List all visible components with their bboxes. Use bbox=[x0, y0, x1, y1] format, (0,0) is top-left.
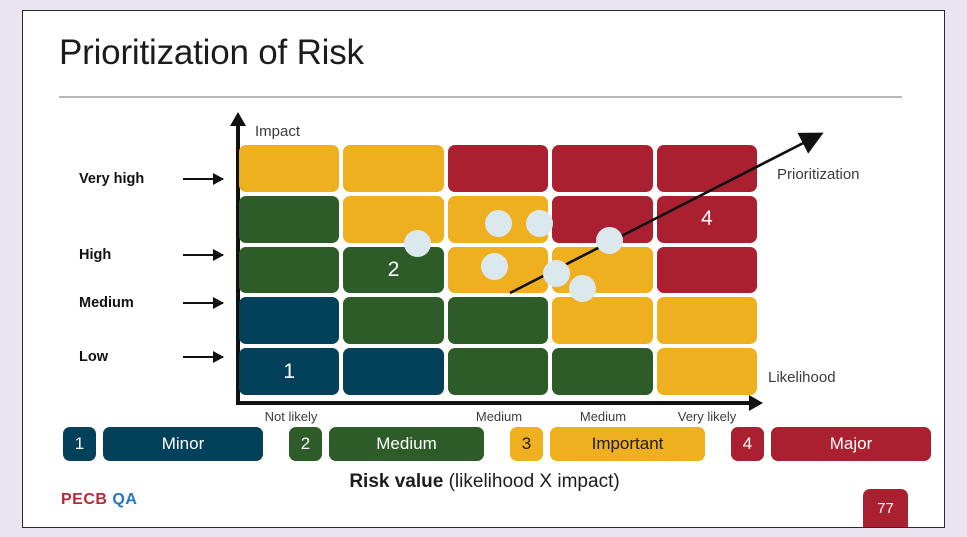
legend-number-3: 3 bbox=[510, 427, 543, 461]
y-category-label-low: Low bbox=[79, 349, 108, 365]
legend-item-minor[interactable]: 1 Minor bbox=[63, 427, 263, 461]
slide-canvas: Prioritization of Risk Impact Likelihood… bbox=[22, 10, 945, 528]
chart-caption: Risk value (likelihood X impact) bbox=[23, 471, 946, 493]
y-category-arrow-medium bbox=[183, 297, 224, 309]
x-tick-label-0: Not likely bbox=[264, 409, 318, 424]
matrix-cell-r4-c2[interactable] bbox=[447, 348, 549, 395]
caption-rest-text: (likelihood X impact) bbox=[443, 471, 620, 492]
matrix-cell-r2-c0[interactable] bbox=[239, 246, 340, 294]
risk-point-5[interactable] bbox=[542, 259, 570, 287]
legend-number-4: 4 bbox=[731, 427, 764, 461]
risk-point-1[interactable] bbox=[403, 229, 431, 257]
risk-point-7[interactable] bbox=[595, 226, 623, 254]
x-tick-label-2: Medium bbox=[475, 409, 523, 424]
x-axis-arrowhead-icon bbox=[749, 395, 763, 411]
y-category-label-very-high: Very high bbox=[79, 171, 145, 187]
risk-point-4[interactable] bbox=[480, 252, 508, 280]
matrix-cell-label-1: 1 bbox=[283, 359, 296, 383]
risk-matrix-chart: Impact Likelihood Prioritization Very hi… bbox=[23, 11, 946, 529]
y-category-label-high: High bbox=[79, 247, 112, 263]
risk-point-3[interactable] bbox=[525, 209, 553, 237]
matrix-cell-r4-c3[interactable] bbox=[552, 348, 653, 395]
matrix-cell-r1-c4[interactable]: 4 bbox=[656, 195, 757, 243]
legend-number-2: 2 bbox=[289, 427, 322, 461]
matrix-cell-r4-c0[interactable]: 1 bbox=[239, 348, 340, 395]
title-divider bbox=[59, 96, 902, 98]
matrix-cell-r0-c1[interactable] bbox=[343, 145, 444, 192]
matrix-cell-r2-c4[interactable] bbox=[656, 246, 757, 294]
matrix-cell-r3-c4[interactable] bbox=[656, 297, 757, 345]
matrix-cell-r3-c0[interactable] bbox=[239, 297, 340, 345]
matrix-cell-label-4: 4 bbox=[700, 207, 713, 231]
matrix-cell-r0-c3[interactable] bbox=[552, 145, 653, 192]
matrix-cell-label-2: 2 bbox=[387, 257, 400, 281]
legend-item-major[interactable]: 4 Major bbox=[731, 427, 931, 461]
prioritization-arrow-label: Prioritization bbox=[777, 166, 860, 183]
x-tick-label-3: Medium bbox=[579, 409, 627, 424]
matrix-cell-r3-c1[interactable] bbox=[343, 297, 444, 345]
matrix-cell-r3-c2[interactable] bbox=[447, 297, 549, 345]
matrix-cell-r0-c2[interactable] bbox=[447, 145, 549, 192]
matrix-cell-r3-c3[interactable] bbox=[552, 297, 653, 345]
y-category-arrow-high bbox=[183, 249, 224, 261]
matrix-cell-r0-c0[interactable] bbox=[239, 145, 340, 192]
risk-point-2[interactable] bbox=[484, 209, 512, 237]
matrix-cell-r0-c4[interactable] bbox=[656, 145, 757, 192]
risk-level-legend: 1 Minor 2 Medium 3 Important 4 Major bbox=[63, 426, 931, 462]
logo-qa-text: QA bbox=[112, 491, 138, 508]
y-category-arrow-low bbox=[183, 351, 224, 363]
y-category-label-medium: Medium bbox=[79, 295, 134, 311]
legend-label-minor: Minor bbox=[103, 427, 263, 461]
matrix-cell-r4-c4[interactable] bbox=[656, 348, 757, 395]
matrix-cell-r4-c1[interactable] bbox=[343, 348, 444, 395]
legend-label-major: Major bbox=[771, 427, 931, 461]
y-axis-line bbox=[236, 123, 240, 405]
pecb-logo: PECB QA bbox=[61, 491, 137, 509]
matrix-cell-r1-c0[interactable] bbox=[239, 195, 340, 243]
page-title: Prioritization of Risk bbox=[59, 33, 364, 72]
legend-number-1: 1 bbox=[63, 427, 96, 461]
legend-label-important: Important bbox=[550, 427, 705, 461]
y-axis-title: Impact bbox=[255, 123, 301, 140]
x-axis-title: Likelihood bbox=[768, 369, 836, 386]
legend-item-important[interactable]: 3 Important bbox=[510, 427, 705, 461]
risk-point-6[interactable] bbox=[568, 274, 596, 302]
x-tick-label-4: Very likely bbox=[677, 409, 737, 424]
caption-bold-text: Risk value bbox=[349, 471, 444, 492]
legend-item-medium[interactable]: 2 Medium bbox=[289, 427, 484, 461]
x-axis-line bbox=[236, 401, 756, 405]
matrix-cell-r2-c1[interactable]: 2 bbox=[343, 246, 444, 294]
y-axis-arrowhead-icon bbox=[230, 112, 246, 126]
legend-label-medium: Medium bbox=[329, 427, 484, 461]
logo-pecb-text: PECB bbox=[61, 491, 108, 508]
y-category-arrow-very-high bbox=[183, 173, 224, 185]
page-number-badge: 77 bbox=[863, 489, 908, 527]
